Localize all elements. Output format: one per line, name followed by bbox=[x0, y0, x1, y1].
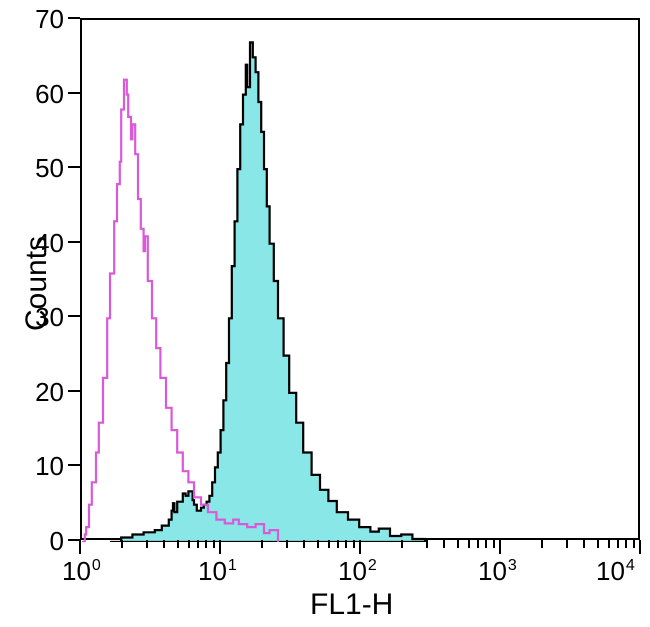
x-axis-label: FL1-H bbox=[310, 588, 393, 622]
x-minor-tick bbox=[625, 540, 627, 548]
x-minor-tick bbox=[493, 540, 495, 548]
x-tick-label: 102 bbox=[338, 556, 377, 587]
x-minor-tick bbox=[541, 540, 543, 548]
x-minor-tick bbox=[468, 540, 470, 548]
x-major-tick bbox=[79, 540, 81, 554]
y-tick-label: 60 bbox=[28, 79, 64, 110]
y-major-tick bbox=[68, 464, 80, 466]
histogram-svg bbox=[82, 20, 642, 542]
y-tick-label: 20 bbox=[28, 377, 64, 408]
y-major-tick bbox=[68, 166, 80, 168]
x-major-tick bbox=[219, 540, 221, 554]
x-minor-tick bbox=[345, 540, 347, 548]
x-tick-label: 103 bbox=[478, 556, 517, 587]
x-minor-tick bbox=[213, 540, 215, 548]
x-minor-tick bbox=[608, 540, 610, 548]
x-minor-tick bbox=[317, 540, 319, 548]
x-minor-tick bbox=[566, 540, 568, 548]
y-tick-label: 50 bbox=[28, 153, 64, 184]
y-major-tick bbox=[68, 315, 80, 317]
x-minor-tick bbox=[328, 540, 330, 548]
x-minor-tick bbox=[401, 540, 403, 548]
x-minor-tick bbox=[426, 540, 428, 548]
x-minor-tick bbox=[477, 540, 479, 548]
x-minor-tick bbox=[205, 540, 207, 548]
x-minor-tick bbox=[197, 540, 199, 548]
x-minor-tick bbox=[177, 540, 179, 548]
y-major-tick bbox=[68, 17, 80, 19]
x-minor-tick bbox=[163, 540, 165, 548]
x-minor-tick bbox=[353, 540, 355, 548]
y-tick-label: 10 bbox=[28, 451, 64, 482]
chart-container: 100101102103104010203040506070 FL1-H Cou… bbox=[0, 0, 650, 627]
x-minor-tick bbox=[146, 540, 148, 548]
x-minor-tick bbox=[121, 540, 123, 548]
y-major-tick bbox=[68, 390, 80, 392]
x-minor-tick bbox=[457, 540, 459, 548]
x-tick-label: 100 bbox=[62, 556, 101, 587]
x-minor-tick bbox=[597, 540, 599, 548]
x-minor-tick bbox=[485, 540, 487, 548]
x-minor-tick bbox=[303, 540, 305, 548]
x-minor-tick bbox=[337, 540, 339, 548]
x-minor-tick bbox=[188, 540, 190, 548]
y-major-tick bbox=[68, 241, 80, 243]
y-tick-label: 70 bbox=[28, 4, 64, 35]
x-minor-tick bbox=[286, 540, 288, 548]
x-minor-tick bbox=[443, 540, 445, 548]
y-tick-label: 0 bbox=[28, 526, 64, 557]
y-axis-label: Counts bbox=[20, 236, 54, 331]
x-major-tick bbox=[359, 540, 361, 554]
x-minor-tick bbox=[617, 540, 619, 548]
x-minor-tick bbox=[261, 540, 263, 548]
x-minor-tick bbox=[633, 540, 635, 548]
plot-area bbox=[80, 18, 640, 540]
series-stained bbox=[110, 42, 425, 542]
y-major-tick bbox=[68, 539, 80, 541]
x-tick-label: 101 bbox=[198, 556, 237, 587]
x-major-tick bbox=[639, 540, 641, 554]
x-tick-label: 104 bbox=[596, 556, 635, 587]
x-major-tick bbox=[499, 540, 501, 554]
y-major-tick bbox=[68, 92, 80, 94]
x-minor-tick bbox=[583, 540, 585, 548]
